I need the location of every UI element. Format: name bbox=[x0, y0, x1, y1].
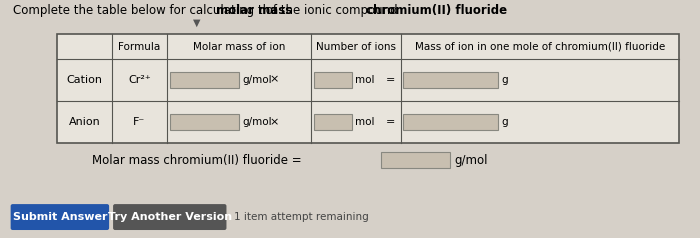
FancyBboxPatch shape bbox=[403, 114, 498, 130]
Text: g/mol: g/mol bbox=[242, 75, 272, 85]
FancyBboxPatch shape bbox=[381, 152, 450, 168]
Text: g: g bbox=[501, 75, 508, 85]
FancyBboxPatch shape bbox=[314, 72, 352, 88]
FancyBboxPatch shape bbox=[403, 72, 498, 88]
Text: mol: mol bbox=[355, 117, 374, 127]
Text: Submit Answer: Submit Answer bbox=[13, 212, 107, 222]
Text: =: = bbox=[386, 117, 396, 127]
Text: g/mol: g/mol bbox=[454, 154, 488, 167]
Text: ×: × bbox=[270, 117, 279, 127]
FancyBboxPatch shape bbox=[314, 114, 352, 130]
Text: Formula: Formula bbox=[118, 42, 160, 52]
Text: Molar mass chromium(II) fluoride =: Molar mass chromium(II) fluoride = bbox=[92, 154, 302, 167]
Text: .: . bbox=[461, 4, 468, 17]
Text: Try Another Version: Try Another Version bbox=[108, 212, 232, 222]
Text: Anion: Anion bbox=[69, 117, 101, 127]
Text: mol: mol bbox=[355, 75, 374, 85]
Text: g/mol: g/mol bbox=[242, 117, 272, 127]
Text: F⁻: F⁻ bbox=[133, 117, 146, 127]
FancyBboxPatch shape bbox=[10, 204, 109, 230]
Text: chromium(II) fluoride: chromium(II) fluoride bbox=[365, 4, 507, 17]
Text: Molar mass of ion: Molar mass of ion bbox=[193, 42, 285, 52]
Text: g: g bbox=[501, 117, 508, 127]
Text: Complete the table below for calculating the: Complete the table below for calculating… bbox=[13, 4, 281, 17]
FancyBboxPatch shape bbox=[170, 114, 239, 130]
Text: ×: × bbox=[270, 75, 279, 85]
Text: =: = bbox=[386, 75, 396, 85]
Text: molar mass: molar mass bbox=[216, 4, 293, 17]
Text: Number of ions: Number of ions bbox=[316, 42, 395, 52]
Text: of the ionic compound: of the ionic compound bbox=[262, 4, 401, 17]
Text: Mass of ion in one mole of chromium(II) fluoride: Mass of ion in one mole of chromium(II) … bbox=[414, 42, 665, 52]
Text: 1 item attempt remaining: 1 item attempt remaining bbox=[234, 212, 369, 222]
Text: Cation: Cation bbox=[66, 75, 103, 85]
Text: ▼: ▼ bbox=[193, 18, 200, 28]
FancyBboxPatch shape bbox=[113, 204, 227, 230]
FancyBboxPatch shape bbox=[57, 34, 679, 143]
FancyBboxPatch shape bbox=[170, 72, 239, 88]
Text: Cr²⁺: Cr²⁺ bbox=[128, 75, 150, 85]
